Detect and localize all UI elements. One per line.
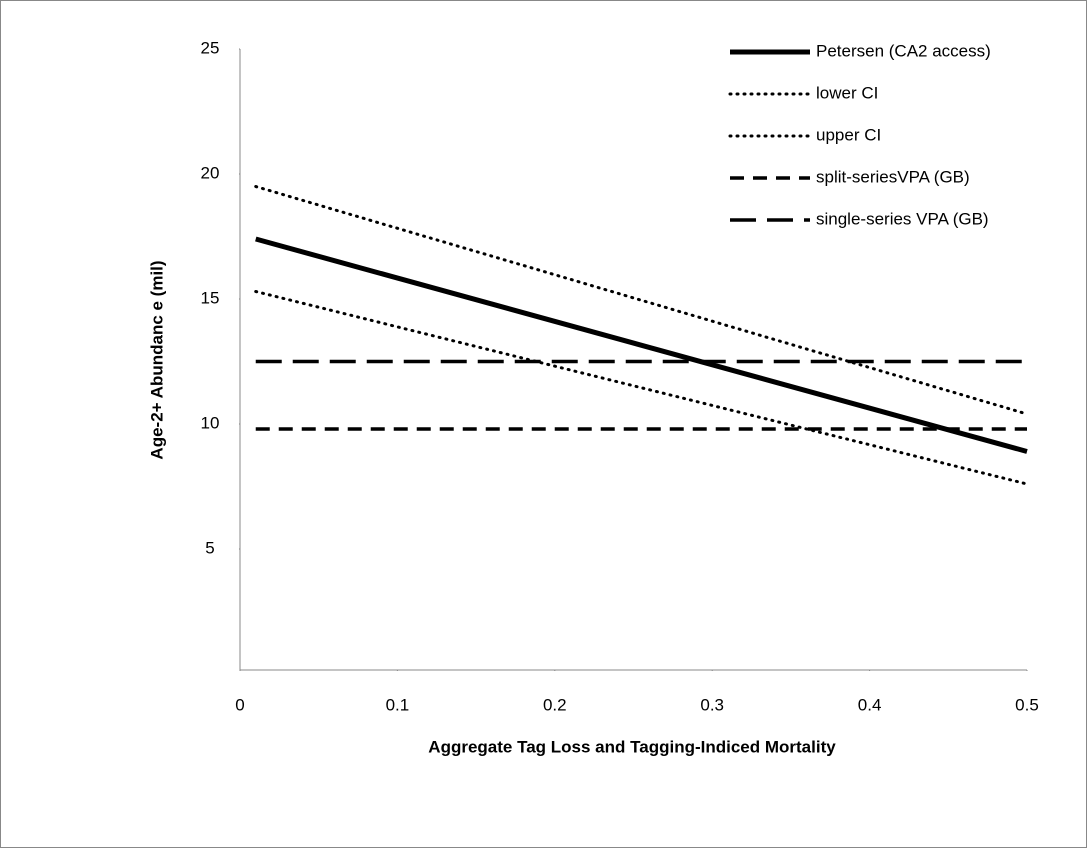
series-line (254, 185, 1029, 416)
legend-label: single-series VPA (GB) (816, 209, 989, 228)
y-tick-label: 10 (201, 413, 220, 432)
legend-label: upper CI (816, 125, 881, 144)
x-tick-label: 0.1 (386, 695, 410, 714)
series-line (254, 290, 1029, 486)
x-tick-label: 0.2 (543, 695, 567, 714)
y-tick-label: 20 (201, 163, 220, 182)
x-tick-label: 0.3 (700, 695, 724, 714)
x-tick-label: 0.5 (1015, 695, 1039, 714)
x-tick-label: 0.4 (858, 695, 882, 714)
legend-label: Petersen (CA2 access) (816, 41, 991, 60)
y-axis-title: Age-2+ Abundanc e (mil) (147, 260, 166, 459)
legend-label: lower CI (816, 83, 878, 102)
legend-label: split-seriesVPA (GB) (816, 167, 970, 186)
series-line (255, 236, 1028, 454)
x-tick-label: 0 (235, 695, 244, 714)
y-tick-label: 15 (201, 288, 220, 307)
y-tick-label: 25 (201, 38, 220, 57)
x-axis-title: Aggregate Tag Loss and Tagging-Indiced M… (428, 737, 836, 756)
y-tick-label: 5 (205, 538, 214, 557)
